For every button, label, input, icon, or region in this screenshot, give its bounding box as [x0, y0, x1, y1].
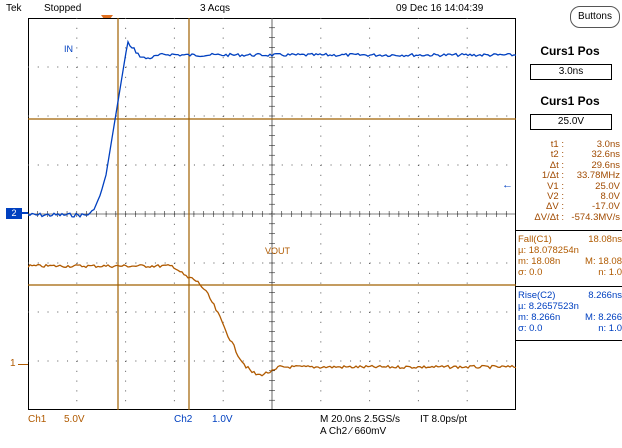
- offscreen-arrow-icon: ←: [502, 179, 513, 191]
- ch2-label[interactable]: Ch2: [174, 414, 193, 425]
- brand-label: Tek: [6, 3, 22, 14]
- trigger-setting[interactable]: A Ch2 ⁄ 660mV: [320, 426, 387, 437]
- readout-row: t1 :3.0ns: [550, 139, 620, 150]
- cursor-readouts: t1 :3.0ns t2 :32.6ns Δt :29.6ns 1/Δt :33…: [520, 139, 620, 223]
- rise-name: Rise(C2): [518, 290, 556, 301]
- fall-min: m: 18.08n: [518, 256, 561, 267]
- ch1-label[interactable]: Ch1: [28, 414, 47, 425]
- ch2-scale[interactable]: 1.0V: [212, 414, 233, 425]
- ch1-trace-label: IN: [64, 44, 73, 54]
- ch1-scale[interactable]: 5.0V: [64, 414, 85, 425]
- cursor1-voltage-value[interactable]: 25.0V: [530, 114, 612, 130]
- readout-row: V1 :25.0V: [547, 180, 620, 192]
- readout-row: t2 :32.6ns: [550, 149, 620, 161]
- cursor1-time-value[interactable]: 3.0ns: [530, 64, 612, 80]
- rise-value: 8.266ns: [588, 290, 622, 301]
- fall-value: 18.08ns: [588, 234, 622, 245]
- rise-max: M: 8.266: [585, 312, 622, 323]
- readout-row: ΔV/Δt : -574.3MV/s: [534, 211, 620, 223]
- cursor1-voltage-title: Curs1 Pos: [540, 94, 600, 108]
- fall-max: M: 18.08: [585, 256, 622, 267]
- rise-sigma: σ: 0.0: [518, 323, 543, 334]
- cursor-panel: [516, 18, 622, 448]
- ch2-trace-label: VOUT: [265, 246, 291, 256]
- run-state: Stopped: [44, 3, 82, 14]
- buttons-button[interactable]: Buttons: [570, 6, 620, 28]
- graticule: IN VOUT ←: [28, 18, 516, 410]
- ch1-waveform: [28, 39, 516, 218]
- rise-mean: µ: 8.2657523n: [518, 301, 579, 312]
- readout-row: Δt :29.6ns: [549, 159, 620, 171]
- ch1-ground-marker[interactable]: 1: [10, 358, 16, 369]
- rise-measurement: Rise(C2) 8.266ns µ: 8.2657523n m: 8.266n M…: [518, 290, 622, 334]
- fall-measurement: Fall(C1) 18.08ns µ: 18.078254n m: 18.08n M…: [518, 234, 622, 278]
- fall-name: Fall(C1): [518, 234, 552, 245]
- acquisition-count: 3 Acqs: [200, 3, 231, 14]
- waveform-display[interactable]: IN VOUT ←: [28, 18, 516, 410]
- readout-row: V2 :8.0V: [547, 191, 620, 203]
- readout-row: 1/Δt :33.78MHz: [541, 170, 620, 182]
- ch2-ground-marker[interactable]: 2: [6, 208, 22, 219]
- fall-count: n: 1.0: [598, 267, 622, 278]
- date-time: 09 Dec 16 14:04:39: [396, 3, 484, 14]
- panel-divider: [516, 340, 622, 341]
- readout-row: ΔV : -17.0V: [546, 201, 620, 213]
- fall-sigma: σ: 0.0: [518, 267, 543, 278]
- panel-divider: [516, 230, 622, 231]
- ch2-waveform: [28, 263, 516, 377]
- rise-min: m: 8.266n: [518, 312, 561, 323]
- record-resolution: IT 8.0ps/pt: [420, 414, 468, 425]
- panel-divider: [516, 286, 622, 287]
- rise-count: n: 1.0: [598, 323, 622, 334]
- fall-mean: µ: 18.078254n: [518, 245, 579, 256]
- ch2-marker-arrow-icon: [22, 212, 28, 214]
- timebase[interactable]: M 20.0ns 2.5GS/s: [320, 414, 401, 425]
- ch1-marker-arrow-icon: [18, 364, 28, 365]
- cursor1-pos-title: Curs1 Pos: [540, 44, 600, 58]
